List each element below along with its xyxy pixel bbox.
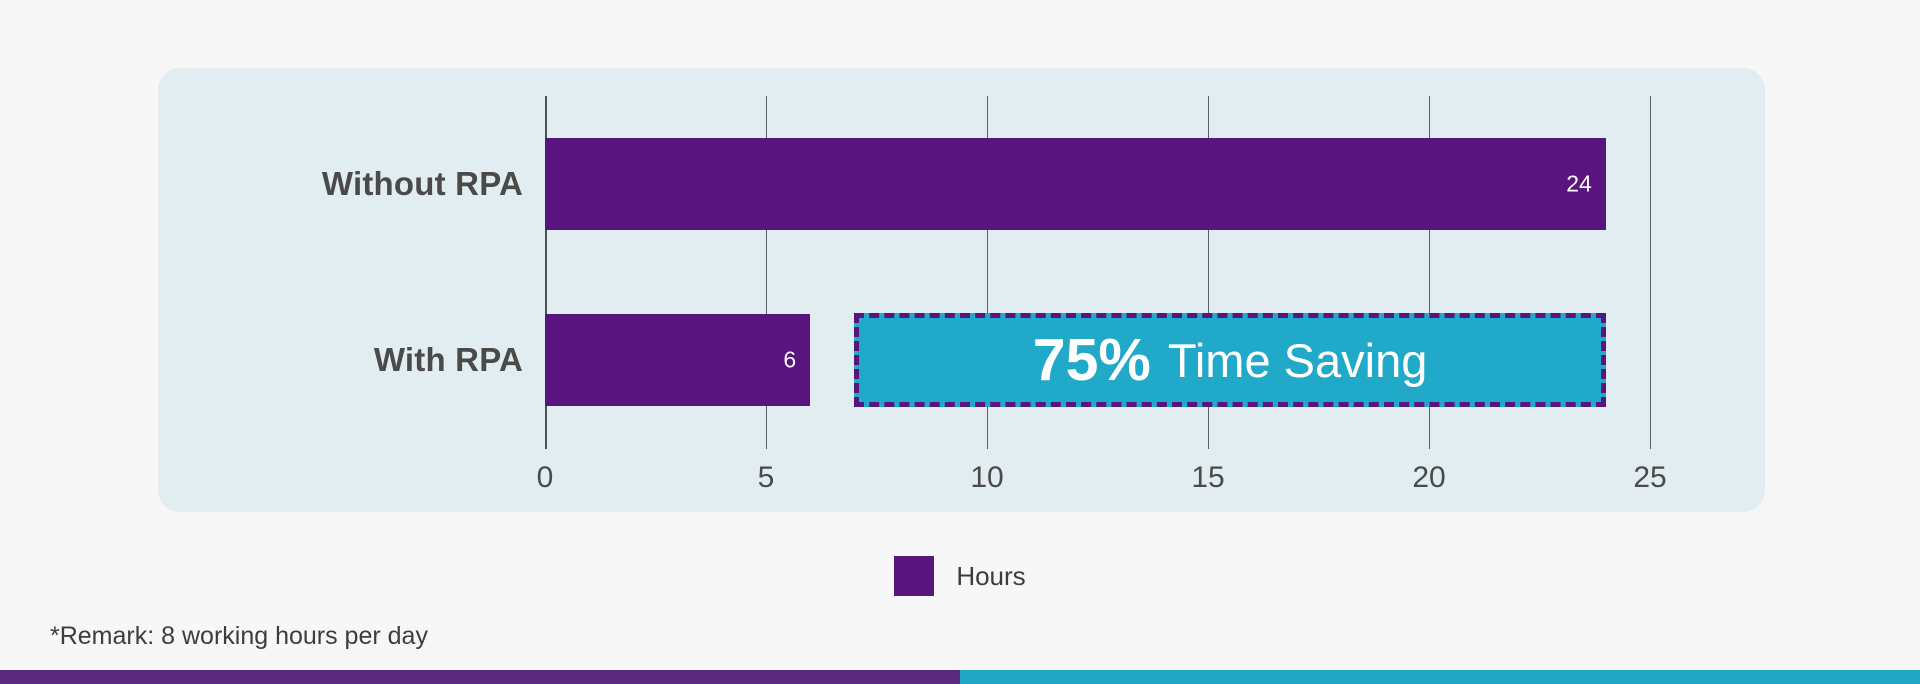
bar-value-label: 24: [1566, 170, 1592, 197]
legend-label-hours: Hours: [956, 560, 1026, 591]
x-tick-label: 5: [757, 461, 775, 494]
gridline: [1650, 96, 1651, 449]
x-tick-label: 20: [1412, 461, 1446, 494]
bar: 24: [545, 138, 1606, 230]
gridline: [766, 96, 767, 449]
gridline: [1429, 96, 1430, 449]
bottom-accent-strip: [0, 670, 1920, 684]
category-label: With RPA: [373, 341, 523, 378]
bar-value-label: 6: [783, 346, 797, 373]
gridline: [1208, 96, 1209, 449]
bar: 6: [545, 314, 811, 406]
chart-panel: Without RPA 24 With RPA 6 75% Time Saving 0…: [158, 68, 1765, 512]
legend-swatch-hours: [894, 556, 935, 596]
x-tick-label: 15: [1191, 461, 1225, 494]
time-saving-callout: 75% Time Saving: [854, 313, 1606, 407]
x-tick-label: 10: [970, 461, 1004, 494]
bottom-strip-right-segment: [960, 670, 1920, 684]
bar-row: With RPA 6: [374, 272, 1650, 448]
callout-percent: 75%: [1032, 326, 1151, 393]
chart-legend: Hours: [0, 556, 1920, 596]
x-tick-label: 0: [536, 461, 554, 494]
category-label: Without RPA: [321, 165, 523, 202]
plot-area: Without RPA 24 With RPA 6 75% Time Saving 0…: [322, 96, 1667, 494]
footnote-remark: *Remark: 8 working hours per day: [50, 622, 428, 650]
gridline: [987, 96, 988, 449]
y-axis-line: [545, 96, 547, 449]
callout-label: Time Saving: [1167, 333, 1428, 387]
bottom-strip-left-segment: [0, 670, 960, 684]
bar-row: Without RPA 24: [322, 96, 1650, 272]
x-tick-label: 25: [1633, 461, 1667, 494]
